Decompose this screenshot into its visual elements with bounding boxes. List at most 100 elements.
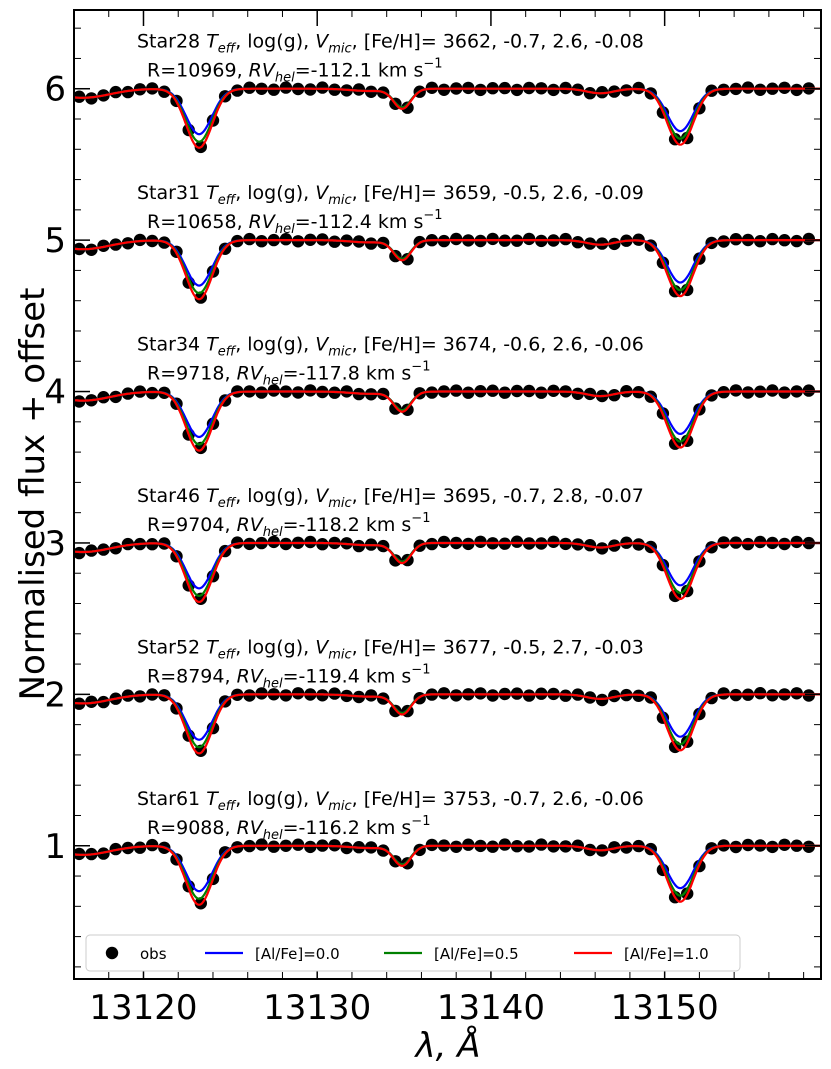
annotation-star28: Star28 Teff, log(g), Vmic, [Fe/H]= 3662,… [137,31,644,86]
legend: obs [Al/Fe]=0.0 [Al/Fe]=0.5 [Al/Fe]=1.0 [85,934,741,972]
obs-point [389,554,402,567]
annotation-star46: Star46 Teff, log(g), Vmic, [Fe/H]= 3695,… [137,485,644,540]
annotation-star34: Star34 Teff, log(g), Vmic, [Fe/H]= 3674,… [137,334,644,389]
obs-point [73,546,86,560]
obs-point [121,85,135,99]
obs-point [486,232,499,246]
obs-point [97,239,110,252]
annotation-star31: Star31 Teff, log(g), Vmic, [Fe/H]= 3659,… [137,182,644,237]
obs-point [608,237,621,251]
y-tick-label: 6 [44,70,66,110]
model-line-alfe-1.0 [73,844,821,906]
legend-label: [Al/Fe]=0.5 [434,945,519,963]
x-axis-label: λ, Å [414,1025,481,1066]
obs-point [352,83,366,96]
obs-point [437,687,451,700]
obs-point [474,535,487,548]
plot-content [73,81,821,910]
x-tick-label: 13150 [611,988,719,1028]
plot-frame [73,9,822,980]
obs-point [437,83,451,97]
obs-point [559,689,572,702]
obs-point [474,83,487,97]
obs-point [571,839,584,852]
legend-label: obs [140,945,167,963]
obs-point [754,83,767,97]
obs-point [340,841,353,855]
obs-point [547,535,560,548]
obs-point [717,235,730,248]
star-annotations: Star61 Teff, log(g), Vmic, [Fe/H]= 3753,… [137,31,644,843]
obs-point [766,840,779,854]
obs-point [389,402,402,415]
y-tick-label: 3 [44,524,66,564]
y-axis-label: Normalised flux + offset [13,288,53,701]
spectrum-star52 [73,232,821,304]
annotation-params-line: Star61 Teff, log(g), Vmic, [Fe/H]= 3753,… [137,788,644,814]
annotation-params-line: Star34 Teff, log(g), Vmic, [Fe/H]= 3674,… [137,334,644,360]
obs-point [291,235,305,248]
annotation-rv-line: R=9704, RVhel=-118.2 km s−1 [147,511,430,540]
obs-point [522,689,536,702]
x-tick-label: 13140 [437,988,545,1028]
annotation-rv-line: R=10658, RVhel=-112.4 km s−1 [147,208,443,237]
obs-point [498,386,511,399]
obs-point [717,687,730,700]
model-line-alfe-1.0 [73,390,821,452]
obs-point [85,695,98,708]
annotation-params-line: Star46 Teff, log(g), Vmic, [Fe/H]= 3695,… [137,485,644,511]
spectrum-star46 [73,384,821,455]
obs-point [790,687,803,700]
obs-point [547,83,560,97]
annotation-params-line: Star31 Teff, log(g), Vmic, [Fe/H]= 3659,… [137,182,644,208]
obs-point [304,840,317,854]
y-tick-label: 1 [44,827,66,867]
annotation-rv-line: R=9718, RVhel=-117.8 km s−1 [147,360,430,389]
obs-point [729,384,743,397]
annotation-params-line: Star52 Teff, log(g), Vmic, [Fe/H]= 3677,… [137,636,644,662]
axis-ticks: 13120 13130 13140 13150 1 2 3 4 5 6 [44,10,821,1028]
annotation-rv-line: R=10969, RVhel=-112.1 km s−1 [147,57,443,86]
obs-point [255,838,268,851]
annotation-rv-line: R=8794, RVhel=-119.4 km s−1 [147,662,430,691]
obs-point [304,384,317,397]
model-line-alfe-1.0 [73,87,821,149]
obs-point [632,538,645,551]
obs-point [328,687,341,700]
obs-point [510,535,524,548]
obs-point [316,81,329,94]
obs-point [754,687,767,700]
obs-point [364,237,378,250]
legend-label: [Al/Fe]=0.0 [255,945,340,963]
obs-point [510,83,524,97]
spectrum-star34 [73,535,821,605]
obs-point [583,539,597,552]
annotation-rv-line: R=9088, RVhel=-116.2 km s−1 [147,814,430,843]
obs-point [498,838,511,851]
obs-point [535,386,548,399]
y-tick-label: 2 [44,675,66,715]
y-tick-label: 4 [44,373,66,413]
obs-point [291,687,305,700]
obs-point [328,235,341,248]
obs-point [401,253,414,266]
model-line-alfe-1.0 [73,693,821,755]
x-tick-label: 13120 [89,988,197,1028]
spectrum-star31 [73,687,821,757]
spectrum-star28 [73,838,821,910]
obs-point [133,233,147,247]
annotation-star52: Star52 Teff, log(g), Vmic, [Fe/H]= 3677,… [137,636,644,691]
obs-point [401,101,414,114]
obs-point [790,83,803,97]
obs-point [608,841,621,854]
obs-point [535,838,548,851]
obs-point [364,689,378,702]
obs-point [340,385,353,398]
legend-obs-marker [105,946,119,960]
obs-point [243,81,256,94]
obs-point [146,838,159,852]
obs-point [462,386,475,399]
annotation-star61: Star61 Teff, log(g), Vmic, [Fe/H]= 3753,… [137,788,644,843]
obs-point [729,840,743,854]
